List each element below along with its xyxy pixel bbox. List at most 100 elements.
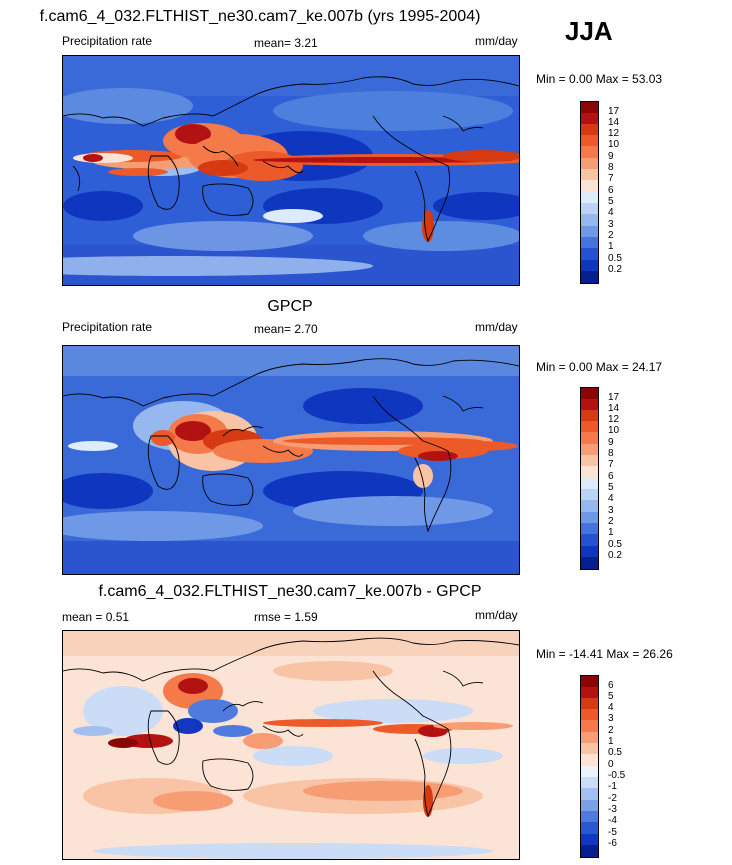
panel-1-colorbar-label: 7 [608,173,614,184]
panel-3-colorbar-box [581,766,598,777]
panel-1-colorbar-box [581,226,598,237]
panel-1-colorbar-label: 9 [608,151,614,162]
panel-3-colorbar-label: 0.5 [608,747,622,758]
panel-1-colorbar-box [581,214,598,226]
panel-1-colorbar-box [581,169,598,180]
panel-1-colorbar-label: 6 [608,185,614,196]
panel-2-colorbar-box [581,444,598,455]
panel-3-colorbar-box [581,676,598,687]
panel-2-colorbar-label: 0.2 [608,550,622,561]
panel-1-colorbar-label: 17 [608,106,620,117]
panel-3-colorbar-box [581,845,598,857]
panel-3-colorbar-box [581,777,598,788]
panel-2-colorbar-box [581,546,598,557]
panel-3-map [62,630,520,860]
panel-1-colorbar-label: 14 [608,117,620,128]
panel-3-colorbar-box [581,732,598,743]
panel-3-colorbar-box [581,822,598,834]
panel-2-colorbar-box [581,388,598,399]
panel-1-colorbar-label: 2 [608,230,614,241]
panel-2-colorbar-box [581,512,598,523]
panel-2-colorbar-label: 1 [608,527,614,538]
panel-2-units: mm/day [475,320,518,334]
panel-3-colorbar-label: -2 [608,793,617,804]
panel-1-mean: mean= 3.21 [254,36,318,50]
panel-3-colorbar-label: 0 [608,759,614,770]
panel-2-colorbar-label: 4 [608,493,614,504]
panel-3-colorbar-label: -0.5 [608,770,626,781]
panel-1-colorbar-label: 4 [608,207,614,218]
panel-1-colorbar-label: 8 [608,162,614,173]
panel-3-colorbar-box [581,754,598,766]
panel-3-colorbar-box [581,720,598,732]
panel-1-colorbar-box [581,248,598,260]
panel-3-colorbar-label: -4 [608,815,617,826]
panel-3-colorbar-box [581,698,598,709]
panel-1-colorbar-label: 0.2 [608,264,622,275]
panel-2-colorbar-box [581,432,598,444]
panel-3-colorbar-box [581,788,598,800]
panel-3-colorbar-label: 1 [608,736,614,747]
panel-2-colorbar-box [581,557,598,569]
panel-1-colorbar-box [581,158,598,169]
panel-3-colorbar-label: 6 [608,680,614,691]
panel-3-colorbar-label: -1 [608,781,617,792]
panel-3-title: f.cam6_4_032.FLTHIST_ne30.cam7_ke.007b -… [98,583,482,600]
panel-2-colorbar-box [581,455,598,466]
panel-3-colorbar-box [581,811,598,822]
panel-3-colorbar-label: 3 [608,713,614,724]
panel-2-colorbar-box [581,478,598,489]
panel-1-colorbar [580,101,599,284]
panel-3-units: mm/day [475,608,518,622]
panel-2-colorbar-label: 7 [608,459,614,470]
panel-2-mean: mean= 2.70 [254,322,318,336]
panel-1-map [62,55,520,286]
panel-1-colorbar-label: 1 [608,241,614,252]
panel-3-colorbar-box [581,687,598,698]
panel-1-colorbar-box [581,192,598,203]
panel-3-mean: mean = 0.51 [62,610,130,624]
panel-3-colorbar-label: 4 [608,702,614,713]
panel-1-title: f.cam6_4_032.FLTHIST_ne30.cam7_ke.007b (… [39,8,481,25]
panel-2-colorbar-box [581,489,598,500]
panel-3-colorbar-box [581,800,598,811]
panel-3-colorbar-label: -3 [608,804,617,815]
panel-2-map-field [63,346,519,574]
panel-2-colorbar-label: 9 [608,437,614,448]
panel-3-map-field [63,631,519,859]
panel-2-colorbar-label: 17 [608,392,620,403]
panel-1-colorbar-box [581,135,598,146]
panel-2-colorbar-label: 14 [608,403,620,414]
panel-1-colorbar-box [581,260,598,271]
panel-1-colorbar-label: 10 [608,139,620,150]
panel-1-colorbar-label: 0.5 [608,253,622,264]
panel-1-minmax: Min = 0.00 Max = 53.03 [536,72,663,86]
panel-2-colorbar-label: 6 [608,471,614,482]
panel-3-colorbar-label: -5 [608,827,617,838]
panel-2-map [62,345,520,575]
panel-1-map-field [63,56,519,285]
panel-2-colorbar-label: 12 [608,414,620,425]
panel-2-colorbar-box [581,421,598,432]
panel-3-colorbar-label: -6 [608,838,617,849]
panel-2-colorbar-box [581,410,598,421]
panel-2-colorbar-box [581,523,598,534]
panel-2-colorbar-label: 0.5 [608,539,622,550]
panel-3-colorbar-box [581,834,598,845]
panel-1-units: mm/day [475,34,518,48]
panel-3-colorbar-box [581,709,598,720]
panel-2-colorbar-label: 3 [608,505,614,516]
panel-2-title: GPCP [267,298,313,315]
panel-1-colorbar-box [581,180,598,192]
panel-2-colorbar-label: 8 [608,448,614,459]
panel-2-colorbar-label: 10 [608,425,620,436]
panel-1-colorbar-label: 12 [608,128,620,139]
panel-1-colorbar-box [581,113,598,124]
season-label: JJA [565,16,613,46]
panel-1-colorbar-box [581,146,598,158]
panel-2-colorbar-box [581,466,598,478]
panel-1-colorbar-box [581,124,598,135]
panel-3-colorbar [580,675,599,858]
panel-3-colorbar-box [581,743,598,754]
panel-3-rmse: rmse = 1.59 [254,610,318,624]
